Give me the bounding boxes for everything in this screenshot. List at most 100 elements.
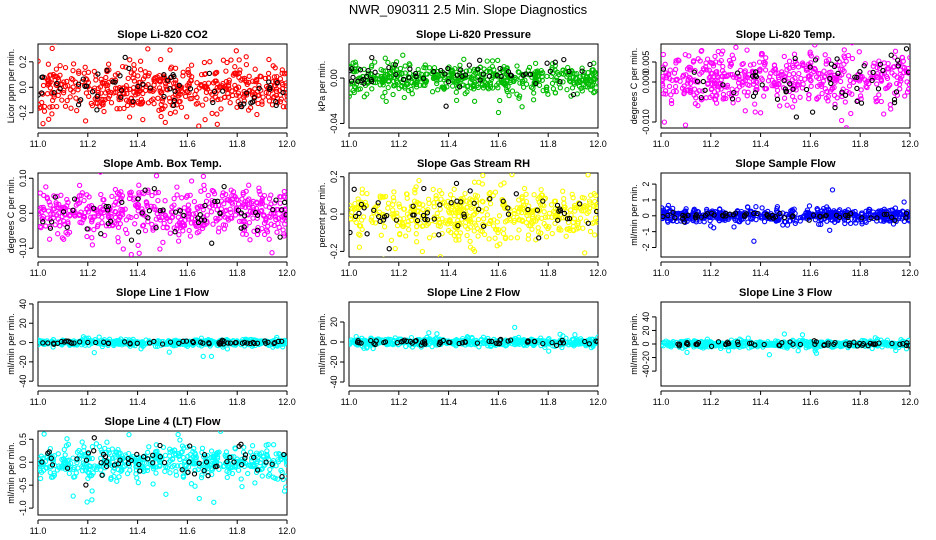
- data-point: [191, 198, 198, 205]
- data-point: [377, 195, 384, 201]
- data-point: [188, 220, 195, 226]
- data-point: [254, 212, 261, 219]
- data-point: [670, 88, 677, 95]
- data-point: [394, 79, 401, 85]
- data-point: [497, 97, 503, 104]
- data-point: [594, 79, 598, 86]
- data-point: [46, 236, 53, 242]
- data-point: [426, 235, 433, 241]
- data-point: [786, 72, 792, 78]
- data-point: [184, 82, 190, 89]
- data-point: [100, 197, 106, 203]
- data-point: [208, 353, 215, 360]
- data-point: [673, 58, 679, 64]
- data-point: [539, 77, 545, 83]
- data-point: [708, 223, 714, 229]
- data-point: [846, 73, 852, 79]
- data-point: [433, 195, 439, 202]
- data-point: [199, 225, 206, 232]
- data-point: [180, 338, 186, 344]
- data-point: [190, 338, 196, 345]
- x-tick-label: 11.8: [229, 397, 246, 407]
- data-point: [493, 340, 499, 346]
- data-point: [480, 334, 487, 340]
- data-point: [89, 219, 95, 225]
- data-point: [507, 77, 514, 83]
- points-group: [661, 331, 910, 358]
- data-point: [680, 212, 686, 219]
- data-point: [762, 86, 769, 92]
- data-point: [487, 218, 494, 225]
- data-point: [228, 209, 234, 216]
- data-point: [155, 189, 162, 196]
- data-point: [184, 193, 190, 199]
- data-point: [169, 214, 175, 221]
- data-point: [280, 104, 287, 110]
- data-point: [153, 225, 159, 231]
- data-point: [732, 210, 739, 216]
- data-point: [875, 86, 882, 92]
- data-point: [256, 185, 262, 191]
- data-point: [500, 230, 507, 237]
- data-point: [419, 248, 426, 255]
- data-point: [396, 201, 402, 207]
- data-point: [831, 92, 838, 99]
- x-tick-label: 11.2: [79, 139, 96, 149]
- data-point: [232, 64, 238, 70]
- panel-title: Slope Gas Stream RH: [417, 158, 530, 170]
- data-point: [188, 178, 195, 184]
- data-point: [67, 94, 73, 100]
- data-point: [166, 95, 173, 101]
- data-point: [711, 80, 718, 87]
- data-point: [361, 94, 367, 100]
- data-point: [185, 67, 191, 73]
- data-point: [709, 92, 715, 99]
- data-point: [754, 79, 760, 86]
- data-point: [59, 204, 65, 211]
- data-point: [184, 114, 190, 120]
- data-point: [351, 186, 357, 192]
- data-point: [811, 68, 817, 75]
- data-point: [51, 206, 57, 212]
- data-point: [683, 72, 689, 78]
- x-tick-label: 11.2: [79, 397, 96, 407]
- data-point: [194, 94, 200, 101]
- data-point: [490, 192, 496, 199]
- data-point: [273, 216, 279, 223]
- data-point: [587, 61, 593, 68]
- data-point: [816, 221, 822, 227]
- data-point: [380, 79, 386, 85]
- data-point: [701, 67, 707, 73]
- data-point: [194, 80, 200, 86]
- data-point: [38, 92, 41, 98]
- data-point: [406, 75, 412, 81]
- data-point: [279, 338, 285, 344]
- data-point: [168, 341, 175, 348]
- data-point: [823, 61, 829, 67]
- data-point: [698, 97, 705, 103]
- data-point: [167, 230, 173, 236]
- data-point: [551, 208, 557, 215]
- data-point: [435, 222, 441, 229]
- data-point: [461, 56, 467, 62]
- data-point: [136, 88, 142, 94]
- data-point: [267, 84, 273, 91]
- data-point: [736, 76, 742, 83]
- y-tick-label: -0.04: [329, 113, 339, 134]
- data-point: [545, 337, 551, 343]
- data-point: [792, 220, 798, 227]
- data-point: [57, 86, 63, 92]
- data-point: [250, 198, 256, 205]
- data-point: [531, 192, 537, 198]
- data-point: [356, 340, 362, 346]
- data-point: [796, 70, 802, 77]
- x-tick-label: 11.0: [30, 397, 47, 407]
- data-point: [530, 97, 537, 103]
- data-point: [554, 202, 561, 209]
- data-point: [130, 75, 136, 81]
- data-point: [878, 98, 884, 105]
- data-point: [535, 225, 541, 231]
- panel-title: Slope Line 2 Flow: [427, 287, 520, 299]
- data-point: [541, 220, 547, 227]
- data-point: [519, 194, 525, 200]
